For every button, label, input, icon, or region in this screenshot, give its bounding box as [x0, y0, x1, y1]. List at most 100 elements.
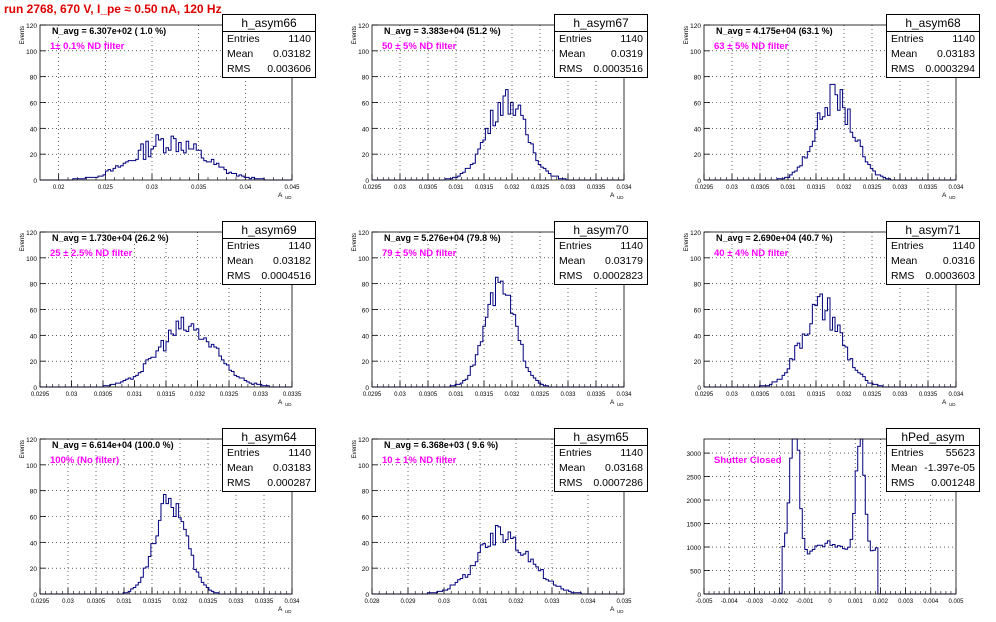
x-tick-label: 0.0305: [751, 185, 770, 191]
filter-label: 25 ± 2.5% ND filter: [50, 248, 133, 259]
x-tick-label: 0.0325: [199, 599, 218, 605]
histogram-name: h_asym69: [223, 222, 315, 239]
stats-row-mean: Mean 0.03182: [223, 47, 315, 62]
stats-row-rms: RMS 0.0004516: [223, 269, 315, 284]
y-tick-label: 20: [362, 152, 370, 159]
y-tick-label: 40: [30, 540, 38, 547]
stats-mean-label: Mean: [891, 462, 918, 474]
stats-mean-label: Mean: [227, 462, 254, 474]
x-tick-label: 0.03: [438, 599, 450, 605]
stats-rms-label: RMS: [891, 270, 915, 282]
y-tick-label: 0: [697, 385, 701, 392]
x-tick-label: 0.031: [780, 392, 796, 398]
y-tick-label: 0: [365, 385, 369, 392]
x-axis-label: A UD: [610, 606, 624, 614]
y-axis-label: Events: [684, 233, 690, 251]
y-axis-label: Events: [20, 233, 26, 251]
y-tick-label: 2000: [687, 498, 702, 505]
histogram-name: h_asym67: [555, 15, 647, 32]
y-tick-label: 20: [30, 152, 38, 159]
x-tick-label: 0.002: [873, 599, 889, 605]
x-axis-label: A UD: [610, 192, 624, 200]
x-tick-label: 0.0305: [94, 392, 113, 398]
plot-frame: [371, 231, 625, 388]
histogram-panel-h_asym70: 0 20 40 60 80 100 120 0.0295 0.03 0.0305 0.031 0.03…: [332, 207, 664, 414]
stats-mean-value: -1.397e-05: [924, 462, 975, 474]
x-tick-label: 0.0325: [863, 392, 882, 398]
x-tick-label: 0.003: [898, 599, 914, 605]
stats-entries-label: Entries: [559, 240, 592, 252]
histogram-panel-h_asym65: 0 20 40 60 80 100 120 0.028 0.029 0.03 0.031 0.032 0…: [332, 414, 664, 621]
stats-rms-label: RMS: [559, 477, 583, 489]
y-tick-label: 60: [362, 101, 370, 108]
n-avg-label: N_avg = 1.730e+04 (26.2 %): [50, 233, 171, 243]
y-tick-label: 60: [30, 308, 38, 315]
stats-entries-label: Entries: [227, 33, 260, 45]
y-tick-label: 80: [30, 75, 38, 82]
x-tick-label: -0.002: [771, 599, 789, 605]
y-tick-label: 100: [26, 463, 37, 470]
y-tick-label: 120: [358, 23, 369, 30]
stats-entries-value: 1140: [620, 240, 643, 252]
x-axis-label: A UD: [278, 606, 292, 614]
x-tick-label: 0.0295: [363, 392, 382, 398]
x-tick-label: 0.03: [726, 392, 738, 398]
stats-mean-value: 0.03182: [273, 255, 311, 267]
x-tick-label: 0.033: [253, 392, 269, 398]
filter-label: 40 ± 4% ND filter: [714, 248, 789, 259]
y-axis-label: Events: [352, 233, 358, 251]
y-axis-label: Events: [20, 26, 26, 44]
histogram-plot: 0 20 40 60 80 100 120 0.0295 0.03 0.0305 0.031 0.03…: [20, 230, 302, 407]
stats-mean-value: 0.0316: [942, 255, 975, 267]
x-tick-label: -0.001: [796, 599, 814, 605]
y-tick-label: 40: [362, 126, 370, 133]
x-tick-label: 0.03: [726, 185, 738, 191]
x-tick-label: 0.0315: [475, 392, 494, 398]
stats-entries-value: 1140: [620, 33, 643, 45]
y-tick-label: 40: [362, 540, 370, 547]
x-tick-label: 0.034: [948, 185, 964, 191]
x-tick-label: 0.0305: [751, 392, 770, 398]
y-tick-label: 60: [362, 515, 370, 522]
plot-frame: [39, 24, 293, 181]
y-tick-label: 1500: [687, 522, 702, 529]
x-axis-label-sub: UD: [285, 402, 292, 407]
n-avg-label: N_avg = 3.383e+04 (51.2 %): [382, 26, 503, 36]
plot-frame: [371, 24, 625, 181]
y-tick-label: 500: [690, 569, 701, 576]
stats-rms-value: 0.001248: [931, 477, 975, 489]
x-tick-label: 0.004: [923, 599, 939, 605]
y-tick-label: 0: [697, 178, 701, 185]
histogram-plot: 0 20 40 60 80 100 120 0.02 0.025 0.03 0.035 0.04 0.0…: [20, 23, 300, 200]
y-tick-label: 80: [30, 282, 38, 289]
y-tick-label: 120: [358, 230, 369, 237]
x-tick-label: 0.03: [394, 392, 406, 398]
x-tick-label: 0.034: [616, 392, 632, 398]
stats-box: h_asym69 Entries 1140 Mean 0.03182 RMS 0.00045…: [222, 221, 316, 285]
x-tick-label: 0.032: [508, 599, 524, 605]
x-tick-label: 0.034: [284, 599, 300, 605]
stats-mean-label: Mean: [559, 255, 586, 267]
x-axis-label-sub: UD: [949, 402, 956, 407]
x-axis-label: A UD: [610, 399, 624, 407]
stats-rms-value: 0.0004516: [261, 270, 311, 282]
stats-row-entries: Entries 1140: [887, 32, 979, 47]
x-tick-label: 0.0335: [919, 185, 938, 191]
stats-row-mean: Mean 0.0319: [555, 47, 647, 62]
stats-row-rms: RMS 0.0003294: [887, 62, 979, 77]
y-tick-label: 40: [30, 333, 38, 340]
stats-box: h_asym67 Entries 1140 Mean 0.0319 RMS 0.000351…: [554, 14, 648, 78]
stats-entries-label: Entries: [891, 240, 924, 252]
x-axis-label: A UD: [278, 399, 292, 407]
x-tick-label: 0: [828, 599, 832, 605]
y-axis-label: Events: [352, 26, 358, 44]
histogram-plot: 0 20 40 60 80 100 120 0.028 0.029 0.03 0.031 0.032 0…: [352, 437, 632, 614]
x-tick-label: 0.0325: [531, 392, 550, 398]
x-axis-label-sub: UD: [285, 609, 292, 614]
x-axis-label-sub: UD: [617, 195, 624, 200]
stats-row-entries: Entries 1140: [887, 239, 979, 254]
y-tick-label: 80: [694, 282, 702, 289]
x-axis-label-main: A: [942, 399, 947, 406]
y-tick-label: 40: [694, 126, 702, 133]
